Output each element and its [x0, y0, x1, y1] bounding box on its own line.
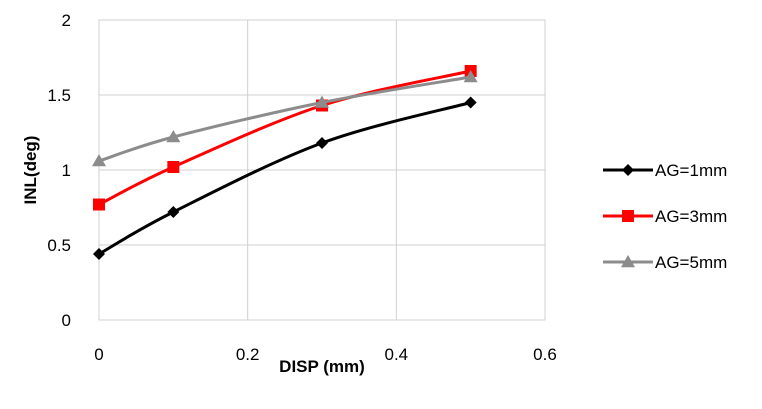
data-point — [166, 130, 181, 143]
y-axis-title: INL(deg) — [21, 136, 40, 205]
data-point — [464, 96, 477, 109]
y-tick-label: 0.5 — [47, 236, 71, 255]
series-line — [98, 75, 471, 163]
series-layer — [92, 65, 478, 260]
x-axis-title: DISP (mm) — [279, 357, 365, 376]
data-point — [316, 137, 328, 149]
legend-item: AG=1mm — [603, 161, 727, 180]
series-AG=1mm — [93, 96, 477, 260]
y-tick-label: 1 — [62, 161, 71, 180]
legend-marker — [622, 164, 634, 176]
x-tick-label: 0.4 — [385, 345, 409, 364]
data-point — [463, 70, 478, 83]
data-point — [93, 198, 105, 211]
data-point — [92, 154, 106, 167]
data-point — [315, 95, 329, 108]
x-tick-label: 0.6 — [533, 345, 557, 364]
legend-label: AG=3mm — [655, 207, 727, 226]
series-AG=5mm — [92, 70, 478, 167]
legend-label: AG=1mm — [655, 161, 727, 180]
y-tick-label: 2 — [62, 11, 71, 30]
legend: AG=1mm AG=3mm AG=5mm — [603, 161, 727, 272]
legend-item: AG=3mm — [603, 207, 727, 226]
series-line — [98, 101, 472, 256]
data-point — [93, 248, 105, 260]
data-point — [167, 161, 180, 173]
legend-label: AG=5mm — [655, 253, 727, 272]
series-line — [98, 69, 472, 206]
tick-labels: 0 0.5 1 1.5 2 0 0.2 0.4 0.6 — [47, 11, 556, 364]
x-tick-label: 0 — [94, 345, 103, 364]
y-tick-label: 0 — [62, 311, 71, 330]
legend-marker — [622, 210, 634, 222]
x-tick-label: 0.2 — [236, 345, 260, 364]
legend-marker — [621, 255, 635, 268]
data-point — [167, 206, 180, 218]
y-tick-label: 1.5 — [47, 86, 71, 105]
legend-item: AG=5mm — [603, 253, 727, 272]
gridlines — [98, 19, 546, 321]
